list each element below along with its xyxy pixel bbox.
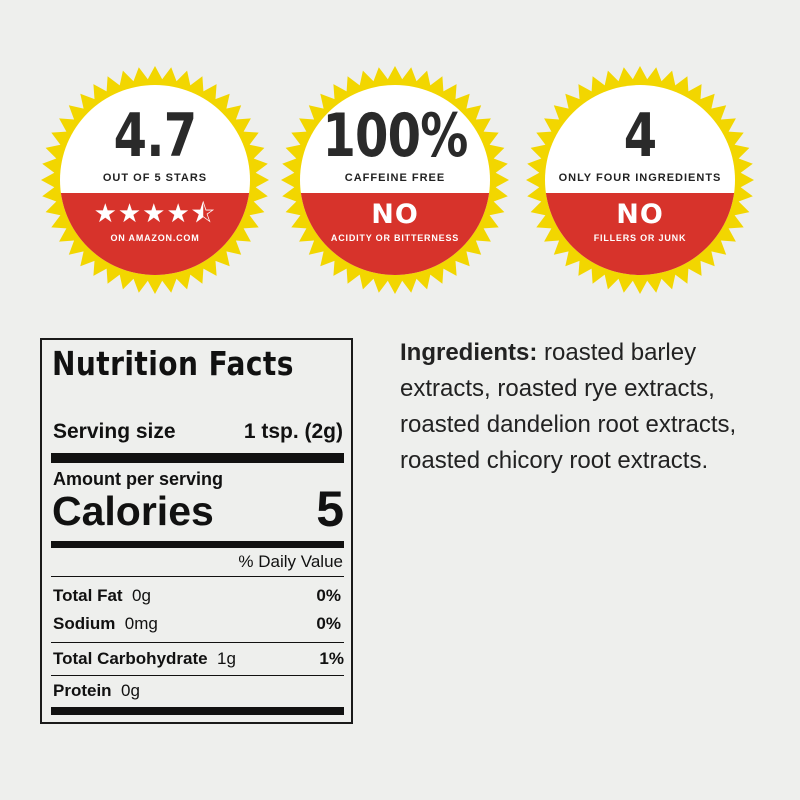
badge-big-number: 100%	[322, 101, 468, 171]
starburst-badge-icon	[281, 66, 509, 294]
nutrient-dv: 1%	[319, 649, 344, 668]
nutrient-dv: 0%	[316, 586, 341, 605]
nutrient-name: Sodium	[53, 614, 116, 633]
nutrient-row-protein: Protein 0g	[53, 681, 140, 701]
nutrient-amount: 1g	[217, 649, 236, 668]
nutrient-row-total-fat: Total Fat 0g	[53, 586, 151, 606]
badge-red-subtitle: ON AMAZON.COM	[110, 233, 200, 243]
nutrient-amount: 0mg	[124, 614, 158, 633]
badge-red-subtitle: ACIDITY OR BITTERNESS	[330, 233, 460, 243]
calories-value: 5	[316, 481, 344, 537]
starburst-badge-icon	[526, 66, 754, 294]
caffeine-badge: 100% CAFFEINE FREE NO ACIDITY OR BITTERN…	[280, 65, 510, 295]
badge-subtitle: OUT OF 5 STARS	[102, 172, 208, 184]
badge-no-text: NO	[616, 199, 664, 230]
nutrient-name: Total Carbohydrate	[53, 649, 208, 668]
rating-badge: 4.7 OUT OF 5 STARS ★★★★⯪ ON AMAZON.COM	[40, 65, 270, 295]
badge-big-number: 4	[623, 101, 657, 171]
badge-red-subtitle: FILLERS OR JUNK	[593, 233, 687, 243]
divider	[51, 675, 344, 676]
ingredients-text: Ingredients: roasted barley extracts, ro…	[400, 335, 780, 479]
divider	[51, 453, 344, 463]
nutrient-row-total-carbohydrate: Total Carbohydrate 1g	[53, 649, 236, 669]
nutrient-dv: 0%	[316, 614, 341, 633]
nutrient-name: Protein	[53, 681, 112, 700]
divider	[51, 576, 344, 577]
calories-label: Calories	[52, 488, 214, 534]
nutrition-title: Nutrition Facts	[52, 344, 294, 383]
nutrient-name: Total Fat	[53, 586, 123, 605]
star-rating-icon: ★★★★⯪	[93, 198, 217, 228]
serving-size-value: 1 tsp. (2g)	[243, 420, 343, 443]
badge-subtitle: CAFFEINE FREE	[344, 172, 446, 184]
daily-value-header: % Daily Value	[238, 552, 343, 571]
serving-size-label: Serving size	[53, 420, 176, 443]
ingredients-badge: 4 ONLY FOUR INGREDIENTS NO FILLERS OR JU…	[525, 65, 755, 295]
starburst-badge-icon	[41, 66, 269, 294]
badge-subtitle: ONLY FOUR INGREDIENTS	[558, 172, 722, 184]
ingredients-list: roasted barley extracts, roasted rye ext…	[400, 339, 737, 474]
badge-no-text: NO	[371, 199, 419, 230]
nutrient-amount: 0g	[132, 586, 151, 605]
badge-big-number: 4.7	[113, 101, 197, 171]
nutrient-row-sodium: Sodium 0mg	[53, 614, 158, 634]
ingredients-label: Ingredients:	[400, 339, 538, 366]
divider	[51, 642, 344, 643]
divider	[51, 541, 344, 548]
divider	[51, 707, 344, 715]
amount-per-serving: Amount per serving	[53, 469, 224, 489]
nutrition-facts-label: Nutrition Facts Serving size 1 tsp. (2g)…	[40, 338, 353, 724]
nutrient-amount: 0g	[121, 681, 140, 700]
